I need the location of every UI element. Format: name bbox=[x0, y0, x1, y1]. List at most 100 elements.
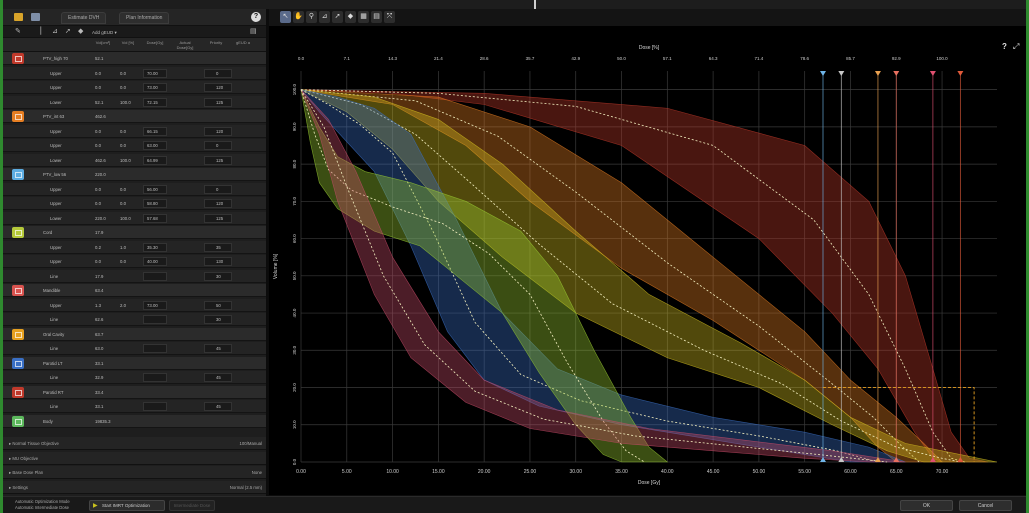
section-header[interactable]: ▸ Base Dose Plan None bbox=[3, 466, 266, 479]
cancel-button[interactable]: Cancel bbox=[959, 500, 1012, 511]
intermediate-dose-button[interactable]: Intermediate Dose bbox=[169, 500, 215, 511]
start-optimization-button[interactable]: Start IMRT Optimization bbox=[89, 500, 165, 511]
geud-selector[interactable]: Add gEUD ▾ bbox=[92, 30, 117, 35]
priority-field[interactable] bbox=[204, 141, 232, 150]
objective-row[interactable]: Lower 220.0 100.0 57.68 125 bbox=[3, 211, 266, 225]
structure-color-icon[interactable] bbox=[12, 357, 24, 369]
dose-field[interactable] bbox=[143, 373, 167, 382]
help-icon[interactable]: ? bbox=[251, 12, 261, 22]
dose-field[interactable] bbox=[143, 344, 167, 353]
structure-row[interactable]: Parotid RT 33.4 bbox=[3, 385, 266, 399]
priority-field[interactable] bbox=[204, 68, 232, 78]
line-marker-icon[interactable]: ➚ bbox=[332, 11, 343, 23]
objective-row[interactable]: Upper 1.3 2.0 73.00 50 bbox=[3, 298, 266, 312]
objective-row[interactable]: Upper 0.0 0.0 56.00 0 bbox=[3, 182, 266, 196]
table-icon[interactable]: ▦ bbox=[358, 11, 369, 23]
dose-field[interactable] bbox=[143, 97, 167, 107]
objective-row[interactable]: Line 63.0 45 bbox=[3, 342, 266, 355]
dose-field[interactable] bbox=[143, 213, 167, 223]
dose-field[interactable] bbox=[143, 199, 167, 208]
priority-field[interactable] bbox=[204, 300, 232, 310]
objective-row[interactable]: Line 32.9 45 bbox=[3, 371, 266, 384]
point-objective-icon[interactable]: ◆ bbox=[78, 28, 84, 35]
priority-field[interactable] bbox=[204, 257, 232, 266]
tab-plan-information[interactable]: Plan Information bbox=[119, 12, 170, 24]
structure-row[interactable]: PTV_low 56 220.0 bbox=[3, 168, 266, 181]
objective-row[interactable]: Upper 0.0 0.0 63.00 0 bbox=[3, 139, 266, 152]
dose-field[interactable] bbox=[143, 300, 167, 310]
table-alt-icon[interactable]: ▤ bbox=[371, 11, 382, 23]
objective-row[interactable]: Line 62.6 30 bbox=[3, 313, 266, 326]
dvh-plot[interactable]: 0.00 5.00 10.00 15.00 20.00 25.00 30.00 35.00 40… bbox=[269, 26, 1026, 495]
dose-field[interactable] bbox=[143, 271, 167, 281]
lower-marker-icon[interactable]: ⊿ bbox=[319, 11, 330, 23]
dose-field[interactable] bbox=[143, 257, 167, 266]
objective-row[interactable]: Upper 0.0 0.0 40.00 130 bbox=[3, 255, 266, 268]
priority-field[interactable] bbox=[204, 315, 232, 324]
dose-field[interactable] bbox=[143, 155, 167, 165]
priority-field[interactable] bbox=[204, 184, 232, 194]
priority-field[interactable] bbox=[204, 373, 232, 382]
dose-field[interactable] bbox=[143, 402, 167, 411]
objective-row[interactable]: Upper 0.0 0.0 70.00 0 bbox=[3, 66, 266, 80]
structure-color-icon[interactable] bbox=[12, 111, 24, 122]
structure-row[interactable]: PTV_high 70 52.1 bbox=[3, 52, 266, 65]
ok-button[interactable]: OK bbox=[900, 500, 953, 511]
dose-field[interactable] bbox=[143, 242, 167, 252]
dose-field[interactable] bbox=[143, 184, 167, 194]
save-icon[interactable] bbox=[31, 13, 40, 21]
structure-row[interactable]: Oral Cavity 63.7 bbox=[3, 327, 266, 341]
zoom-icon[interactable]: ⚲ bbox=[306, 11, 317, 23]
structure-color-icon[interactable] bbox=[12, 227, 24, 238]
objective-row[interactable]: Upper 0.0 0.0 58.80 120 bbox=[3, 197, 266, 210]
dose-field[interactable] bbox=[143, 83, 167, 92]
add-objective-icon[interactable]: ✎ bbox=[15, 28, 21, 35]
tab-estimate-dvh[interactable]: Estimate DVH bbox=[61, 12, 107, 24]
upper-objective-icon[interactable]: ⎮ bbox=[39, 28, 43, 35]
pan-icon[interactable]: ✋ bbox=[293, 11, 304, 23]
objective-row[interactable]: Upper 0.0 0.0 73.00 120 bbox=[3, 81, 266, 94]
export-icon[interactable]: ▤ bbox=[250, 28, 257, 35]
structure-row[interactable]: Parotid LT 33.1 bbox=[3, 356, 266, 370]
folder-icon[interactable] bbox=[14, 13, 23, 21]
structure-row[interactable]: PTV_int 63 462.6 bbox=[3, 110, 266, 123]
section-header[interactable]: ▸ MU Objective bbox=[3, 451, 266, 465]
structure-color-icon[interactable] bbox=[12, 386, 24, 398]
structure-row[interactable]: Mandible 63.4 bbox=[3, 284, 266, 297]
structure-color-icon[interactable] bbox=[12, 169, 24, 180]
objective-row[interactable]: Lower 52.1 100.0 72.15 125 bbox=[3, 95, 266, 109]
objective-row[interactable]: Line 33.1 45 bbox=[3, 400, 266, 413]
lower-objective-icon[interactable]: ⊿ bbox=[52, 28, 58, 35]
dvh-chart[interactable]: 0.00 5.00 10.00 15.00 20.00 25.00 30.00 35.00 40… bbox=[269, 26, 1026, 495]
priority-field[interactable] bbox=[204, 97, 232, 107]
priority-field[interactable] bbox=[204, 402, 232, 411]
objective-row[interactable]: Upper 0.0 0.0 66.15 120 bbox=[3, 124, 266, 138]
priority-field[interactable] bbox=[204, 344, 232, 353]
structure-color-icon[interactable] bbox=[12, 285, 24, 296]
structure-color-icon[interactable] bbox=[12, 328, 24, 340]
priority-field[interactable] bbox=[204, 83, 232, 92]
priority-field[interactable] bbox=[204, 155, 232, 165]
dose-field[interactable] bbox=[143, 126, 167, 136]
structure-color-icon[interactable] bbox=[12, 415, 24, 427]
dose-field[interactable] bbox=[143, 141, 167, 150]
dose-field[interactable] bbox=[143, 68, 167, 78]
objective-row[interactable]: Line 17.9 30 bbox=[3, 269, 266, 283]
priority-field[interactable] bbox=[204, 126, 232, 136]
priority-field[interactable] bbox=[204, 271, 232, 281]
select-icon[interactable]: ↖ bbox=[280, 11, 291, 23]
priority-field[interactable] bbox=[204, 242, 232, 252]
structure-color-icon[interactable] bbox=[12, 53, 24, 64]
section-header[interactable]: ▸ Settings Normal (2.5 mm) bbox=[3, 480, 266, 494]
structure-row[interactable]: Body 19835.3 bbox=[3, 414, 266, 428]
point-marker-icon[interactable]: ◆ bbox=[345, 11, 356, 23]
objective-row[interactable]: Upper 0.2 1.0 35.30 35 bbox=[3, 240, 266, 254]
priority-field[interactable] bbox=[204, 199, 232, 208]
priority-field[interactable] bbox=[204, 213, 232, 223]
section-header[interactable]: ▸ Normal Tissue Objective 100/Manual bbox=[3, 437, 266, 450]
objective-row[interactable]: Lower 462.6 100.0 64.99 125 bbox=[3, 153, 266, 167]
dose-field[interactable] bbox=[143, 315, 167, 324]
fit-view-icon[interactable]: ⤧ bbox=[384, 11, 395, 23]
line-objective-icon[interactable]: ➚ bbox=[65, 28, 71, 35]
structure-row[interactable]: Cord 17.9 bbox=[3, 226, 266, 239]
